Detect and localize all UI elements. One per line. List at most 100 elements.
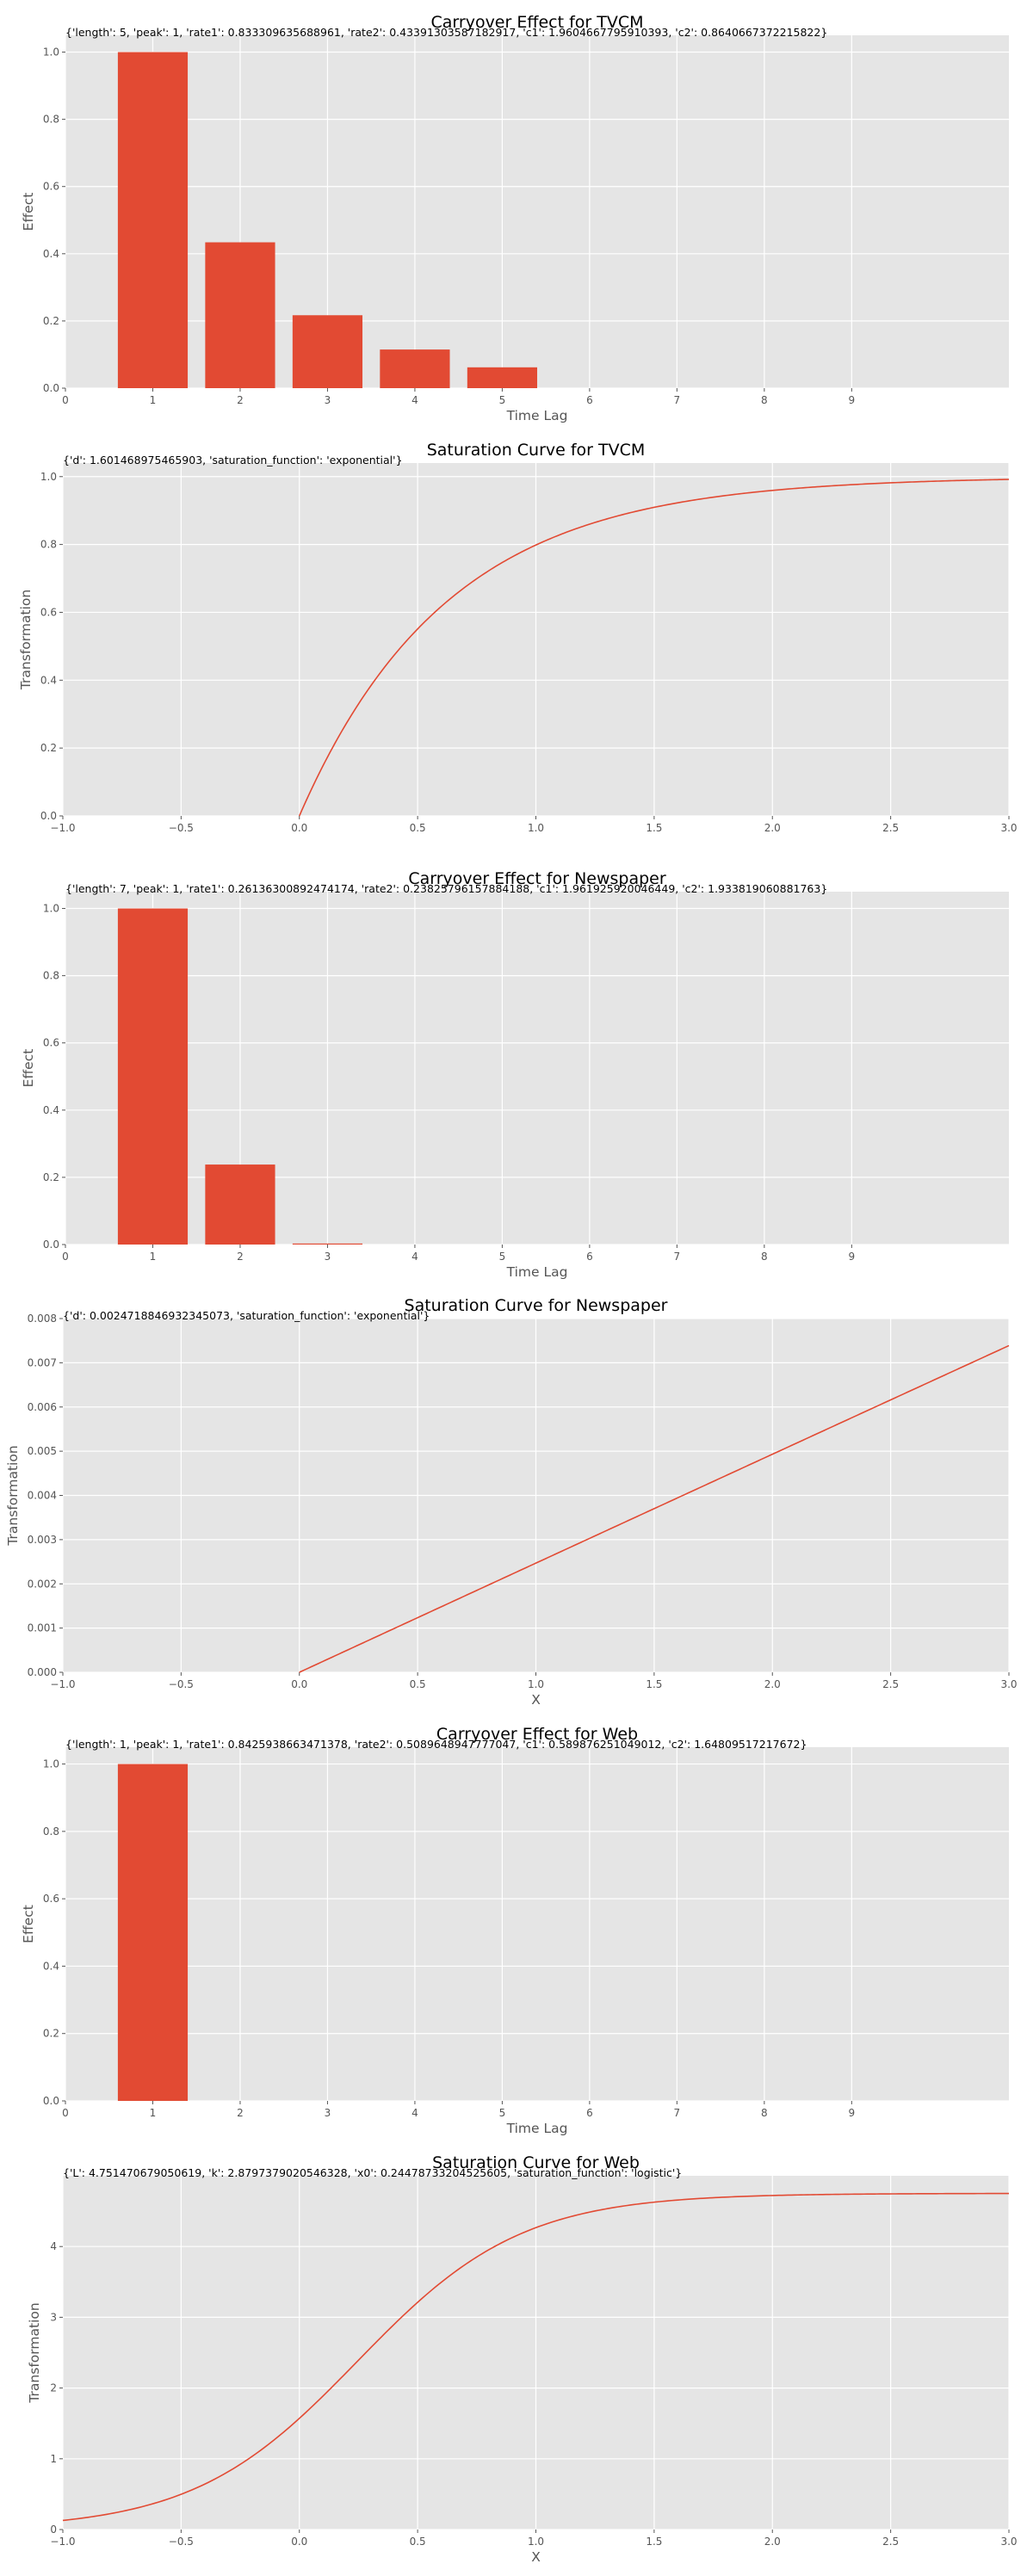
parameter-annotation: {'length': 1, 'peak': 1, 'rate1': 0.8425… bbox=[65, 1738, 807, 1751]
y-tick-label: 1 bbox=[50, 2453, 57, 2465]
x-tick-label: 5 bbox=[499, 2107, 506, 2119]
y-tick-label: 1.0 bbox=[43, 903, 59, 915]
y-tick-label: 1.0 bbox=[43, 1758, 59, 1770]
x-tick-label: 7 bbox=[674, 2107, 681, 2119]
chart-4: −1.0 −0.5 0.0 0.5 1.0 1.5 2.0 2.5 3.0 0.000 0.001 0… bbox=[5, 1296, 1018, 1708]
x-tick-label: 5 bbox=[499, 394, 506, 406]
gridlines bbox=[62, 1318, 1010, 1673]
x-tick-label: 0.5 bbox=[410, 1678, 426, 1690]
x-tick-label: 2.5 bbox=[882, 822, 899, 834]
y-tick-label: 0.2 bbox=[43, 315, 59, 327]
y-tick-label: 0.2 bbox=[40, 742, 57, 754]
y-tick-label: 0.002 bbox=[28, 1578, 57, 1590]
x-tick-label: 1 bbox=[150, 2107, 157, 2119]
x-tick-label: 1.5 bbox=[646, 822, 662, 834]
x-tick-label: 7 bbox=[674, 394, 681, 406]
x-axis-label: X bbox=[531, 2549, 541, 2565]
bar bbox=[205, 242, 275, 388]
x-tick-label: 4 bbox=[411, 1251, 418, 1263]
x-tick-label: 0.0 bbox=[291, 1678, 307, 1690]
y-tick-label: 2 bbox=[50, 2382, 57, 2394]
bar bbox=[205, 1164, 275, 1245]
y-tick-label: 0.4 bbox=[43, 1960, 59, 1972]
y-tick-label: 0.004 bbox=[28, 1490, 57, 1502]
x-tick-label: 0 bbox=[62, 394, 69, 406]
y-tick-label: 0.000 bbox=[28, 1666, 57, 1678]
chart-title: Carryover Effect for Web bbox=[436, 1725, 638, 1744]
chart-1: 0 1 2 3 4 5 6 7 8 9 0.0 0.2 0.4 0.6 0.8 1.0 Carryover Ef… bbox=[21, 13, 1009, 423]
x-tick-label: 8 bbox=[761, 1251, 768, 1263]
y-tick-label: 0.0 bbox=[40, 810, 57, 822]
y-tick-label: 0.008 bbox=[28, 1313, 57, 1325]
x-tick-label: 0 bbox=[62, 1251, 69, 1263]
chart-title: Carryover Effect for Newspaper bbox=[408, 869, 666, 888]
y-tick-label: 0.003 bbox=[28, 1534, 57, 1546]
y-tick-label: 0.0 bbox=[43, 382, 59, 394]
x-tick-label: 1 bbox=[150, 394, 157, 406]
bar bbox=[380, 349, 450, 388]
x-tick-label: 6 bbox=[586, 394, 593, 406]
y-tick-label: 0.6 bbox=[43, 1893, 59, 1905]
x-tick-label: 4 bbox=[411, 394, 418, 406]
bar bbox=[467, 367, 537, 388]
y-tick-label: 0.006 bbox=[28, 1401, 57, 1413]
parameter-annotation: {'length': 7, 'peak': 1, 'rate1': 0.2613… bbox=[65, 882, 827, 895]
y-tick-label: 0.8 bbox=[43, 1825, 59, 1838]
x-tick-label: 2 bbox=[237, 1251, 244, 1263]
x-tick-label: 0.5 bbox=[410, 822, 426, 834]
y-tick-label: 0.001 bbox=[28, 1622, 57, 1634]
x-axis-label: Time Lag bbox=[506, 1264, 568, 1280]
y-tick-label: 0 bbox=[50, 2523, 57, 2536]
x-tick-label: 6 bbox=[586, 2107, 593, 2119]
chart-title: Saturation Curve for TVCM bbox=[427, 441, 646, 460]
x-tick-label: 1.5 bbox=[646, 2536, 662, 2548]
x-tick-label: 9 bbox=[849, 394, 856, 406]
y-axis-label: Transformation bbox=[18, 590, 34, 690]
x-tick-label: 7 bbox=[674, 1251, 681, 1263]
y-tick-label: 0.8 bbox=[43, 114, 59, 126]
chart-title: Carryover Effect for TVCM bbox=[431, 13, 644, 32]
y-tick-label: 3 bbox=[50, 2311, 57, 2323]
x-axis-label: X bbox=[531, 1692, 541, 1708]
chart-title: Saturation Curve for Web bbox=[432, 2153, 640, 2172]
y-tick-label: 0.6 bbox=[43, 181, 59, 193]
x-tick-label: 1.0 bbox=[528, 2536, 544, 2548]
y-tick-label: 0.005 bbox=[28, 1445, 57, 1457]
x-axis-label: Time Lag bbox=[506, 2121, 568, 2136]
x-tick-label: −1.0 bbox=[50, 2536, 75, 2548]
y-axis-label: Transformation bbox=[5, 1445, 21, 1546]
x-axis-label: Time Lag bbox=[506, 408, 568, 423]
x-tick-label: 9 bbox=[849, 1251, 856, 1263]
x-tick-label: 3 bbox=[325, 394, 331, 406]
y-axis-label: Effect bbox=[21, 1049, 36, 1088]
x-tick-label: −0.5 bbox=[169, 1678, 194, 1690]
x-tick-label: −1.0 bbox=[50, 1678, 75, 1690]
x-tick-label: 3 bbox=[325, 2107, 331, 2119]
gridlines bbox=[62, 463, 1010, 817]
x-tick-label: 9 bbox=[849, 2107, 856, 2119]
y-tick-label: 1.0 bbox=[40, 471, 57, 483]
parameter-annotation: {'L': 4.751470679050619, 'k': 2.87973790… bbox=[63, 2166, 682, 2179]
y-tick-label: 0.6 bbox=[40, 606, 57, 618]
x-tick-label: 0.0 bbox=[291, 2536, 307, 2548]
chart-3: 0 1 2 3 4 5 6 7 8 9 0.0 0.2 0.4 0.6 0.8 1.0 Carryover Ef… bbox=[21, 869, 1009, 1280]
parameter-annotation: {'length': 5, 'peak': 1, 'rate1': 0.8333… bbox=[65, 26, 827, 39]
x-tick-label: −0.5 bbox=[169, 822, 194, 834]
x-tick-label: 2 bbox=[237, 2107, 244, 2119]
gridlines bbox=[62, 2176, 1010, 2530]
bar bbox=[117, 52, 189, 389]
chart-title: Saturation Curve for Newspaper bbox=[405, 1296, 668, 1315]
y-tick-label: 0.2 bbox=[43, 1171, 59, 1183]
parameter-annotation: {'d': 1.601468975465903, 'saturation_fun… bbox=[63, 454, 403, 466]
x-tick-label: 0 bbox=[62, 2107, 69, 2119]
x-tick-label: −0.5 bbox=[169, 2536, 194, 2548]
x-tick-label: 6 bbox=[586, 1251, 593, 1263]
x-tick-label: 2.0 bbox=[764, 822, 781, 834]
x-tick-label: 2 bbox=[237, 394, 244, 406]
x-tick-label: 2.0 bbox=[764, 1678, 781, 1690]
y-tick-label: 0.6 bbox=[43, 1037, 59, 1049]
x-tick-label: 3.0 bbox=[1000, 822, 1017, 834]
chart-5: 0 1 2 3 4 5 6 7 8 9 0.0 0.2 0.4 0.6 0.8 1.0 Carryover Ef… bbox=[21, 1725, 1009, 2136]
bar bbox=[117, 1764, 189, 2101]
y-tick-label: 0.4 bbox=[43, 248, 59, 260]
